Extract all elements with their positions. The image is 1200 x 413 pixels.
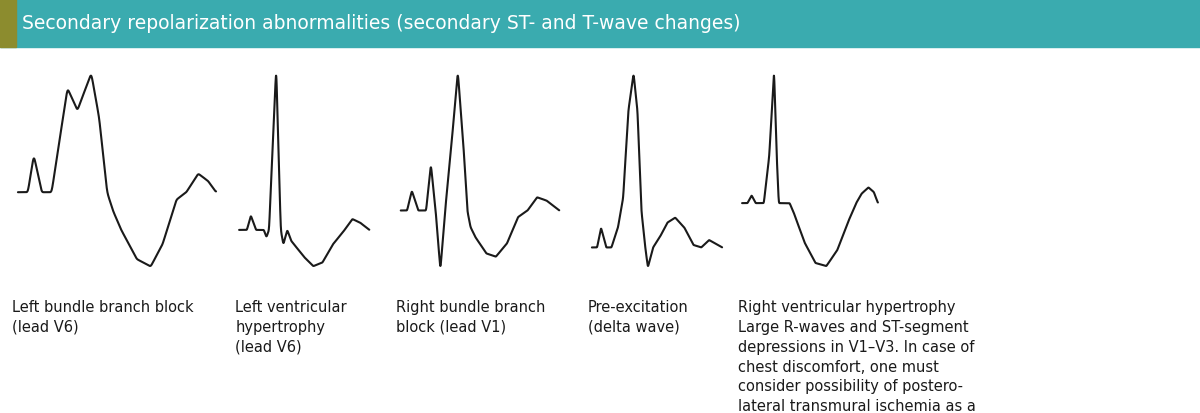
Text: Right ventricular hypertrophy
Large R-waves and ST-segment
depressions in V1–V3.: Right ventricular hypertrophy Large R-wa… (738, 299, 976, 413)
Text: Left bundle branch block
(lead V6): Left bundle branch block (lead V6) (12, 299, 193, 334)
Text: Secondary repolarization abnormalities (secondary ST- and T-wave changes): Secondary repolarization abnormalities (… (22, 14, 740, 33)
Bar (0, 0, 16, 47)
Text: Left ventricular
hypertrophy
(lead V6): Left ventricular hypertrophy (lead V6) (235, 299, 347, 354)
Text: Right bundle branch
block (lead V1): Right bundle branch block (lead V1) (396, 299, 545, 334)
Text: Pre-excitation
(delta wave): Pre-excitation (delta wave) (588, 299, 689, 334)
